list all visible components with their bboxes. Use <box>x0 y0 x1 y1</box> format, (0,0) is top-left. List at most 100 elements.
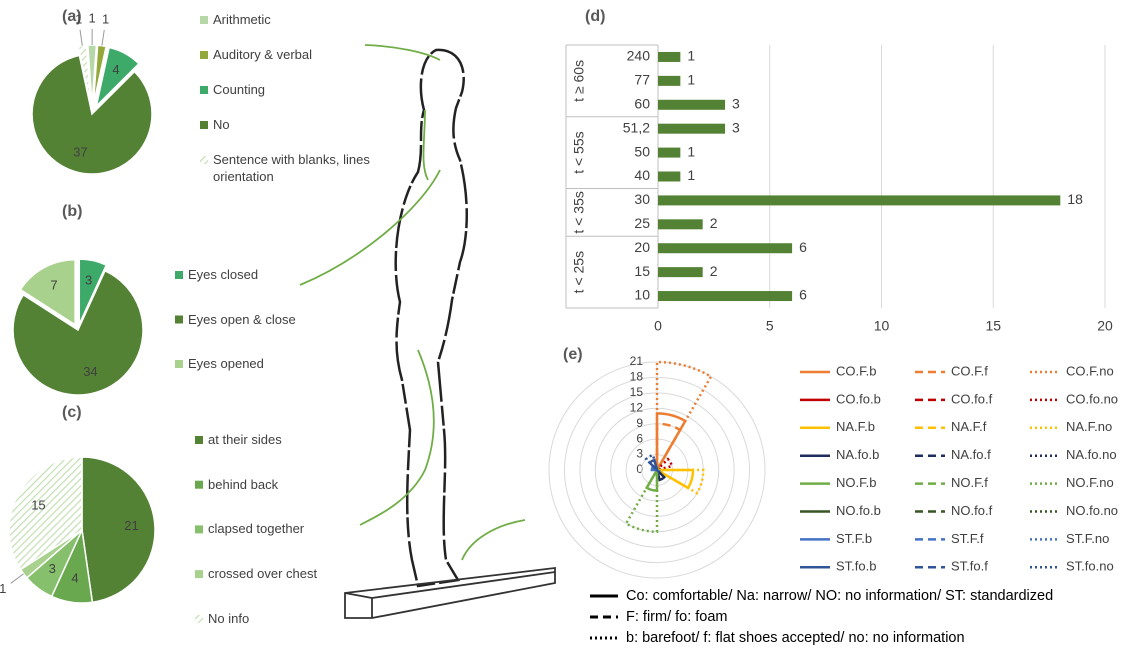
legend-label: Eyes closed <box>188 267 259 282</box>
legend-label: NO.F.b <box>836 475 876 490</box>
bar <box>658 291 793 302</box>
legend-swatch <box>200 121 208 129</box>
r-tick-label: 9 <box>636 416 643 430</box>
x-tick-label: 0 <box>654 318 662 334</box>
bar-value-label: 1 <box>687 48 695 64</box>
bar <box>658 243 793 254</box>
pie-value-label: 1 <box>102 11 109 26</box>
panel-label: (b) <box>62 203 82 220</box>
legend-swatch <box>195 614 203 623</box>
legend-label: NO.fo.b <box>836 503 881 518</box>
pie-value-label: 4 <box>71 571 78 586</box>
bar-value-label: 3 <box>732 95 740 111</box>
r-tick-label: 15 <box>630 385 644 399</box>
pie-value-label: 21 <box>124 518 138 533</box>
bar-value-label: 2 <box>710 215 718 231</box>
pie-slice <box>78 258 108 325</box>
legend-swatch <box>175 271 183 279</box>
pie-value-label: 1 <box>89 10 96 25</box>
legend-label: CO.fo.no <box>1066 391 1118 406</box>
legend-label-box: at their sides <box>208 432 282 447</box>
legend-label: Sentence with blanks, lines orientation <box>213 152 370 184</box>
legend-label: CO.F.f <box>951 363 988 378</box>
legend-label-box: behind back <box>208 477 278 492</box>
legend-label-box: Eyes open & close <box>188 312 296 327</box>
bar <box>658 75 681 86</box>
legend-label: crossed over chest <box>208 566 318 582</box>
legend-swatch <box>200 16 208 24</box>
r-tick-label: 12 <box>630 400 644 414</box>
bar-value-label: 1 <box>687 167 695 183</box>
legend-label: ST.fo.f <box>951 559 988 574</box>
bar-value-label: 6 <box>799 287 807 303</box>
legend-label-box: No <box>213 117 230 132</box>
polar-sector <box>624 465 659 533</box>
legend-swatch <box>175 360 183 368</box>
human-figure <box>299 44 556 619</box>
legend-label: clapsed together <box>208 521 305 537</box>
legend-label: NA.F.no <box>1066 419 1112 434</box>
legend-label: NA.F.b <box>836 419 875 434</box>
panel-label: (c) <box>62 404 82 421</box>
leader-line <box>79 29 83 46</box>
legend-swatch <box>195 436 203 444</box>
legend-label-box: crossed over chest <box>208 566 318 582</box>
bar-value-label: 1 <box>687 143 695 159</box>
note-text: Co: comfortable/ Na: narrow/ NO: no info… <box>626 588 1053 604</box>
legend-label: Counting <box>213 82 266 97</box>
pie-value-label: 3 <box>85 272 92 287</box>
group-label: t < 25s <box>571 251 587 293</box>
y-tick-label: 25 <box>634 215 650 231</box>
pie-slice <box>12 269 144 396</box>
legend-label: Auditory & verbal <box>213 47 312 62</box>
bar <box>658 219 703 230</box>
leader-line <box>10 573 24 584</box>
legend-label: NA.fo.no <box>1066 447 1117 462</box>
y-tick-label: 60 <box>634 95 650 111</box>
legend-label-box: Sentence with blanks, lines orientation <box>213 152 370 184</box>
y-tick-label: 10 <box>634 287 650 303</box>
bar-value-label: 3 <box>732 119 740 135</box>
legend-swatch <box>200 51 208 59</box>
legend-label: NA.F.f <box>951 419 987 434</box>
legend-label: NA.fo.f <box>951 447 991 462</box>
bar <box>658 267 703 278</box>
pie-slice <box>95 46 140 109</box>
legend-label: CO.fo.b <box>836 391 881 406</box>
y-tick-label: 15 <box>634 263 650 279</box>
note-text: F: firm/ fo: foam <box>626 609 728 625</box>
legend-label: at their sides <box>208 432 282 447</box>
panel-label: (a) <box>62 8 82 25</box>
pie-value-label: 1 <box>0 581 6 596</box>
legend-label: CO.fo.f <box>951 391 993 406</box>
bar-value-label: 1 <box>687 72 695 88</box>
legend-label: NO.F.f <box>951 475 988 490</box>
legend-label: ST.F.b <box>836 531 872 546</box>
polar-sector <box>650 465 662 472</box>
y-tick-label: 20 <box>634 239 650 255</box>
legend-label: CO.F.no <box>1066 363 1114 378</box>
r-tick-label: 3 <box>636 447 643 461</box>
y-tick-label: 40 <box>634 167 650 183</box>
polar-sector <box>655 360 713 475</box>
legend-label: NO.fo.f <box>951 503 993 518</box>
polar-sector <box>652 457 674 473</box>
pie-value-label: 4 <box>112 62 119 77</box>
y-tick-label: 240 <box>627 48 651 64</box>
r-tick-label: 0 <box>636 462 643 476</box>
bar-value-label: 2 <box>710 263 718 279</box>
bar <box>658 171 681 182</box>
pie-value-label: 15 <box>31 498 45 513</box>
group-label: t < 35s <box>571 191 587 233</box>
legend-label: No info <box>208 610 250 626</box>
y-tick-label: 51,2 <box>623 119 650 135</box>
legend-label-box: clapsed together <box>208 521 305 537</box>
legend-label: NO.fo.no <box>1066 503 1118 518</box>
bar <box>658 123 726 134</box>
legend-label-box: No info <box>208 610 250 626</box>
bar <box>658 51 681 62</box>
leader-line <box>101 29 105 46</box>
pie-value-label: 7 <box>50 277 57 292</box>
panel-label: (e) <box>563 346 583 363</box>
pie-value-label: 34 <box>83 364 97 379</box>
